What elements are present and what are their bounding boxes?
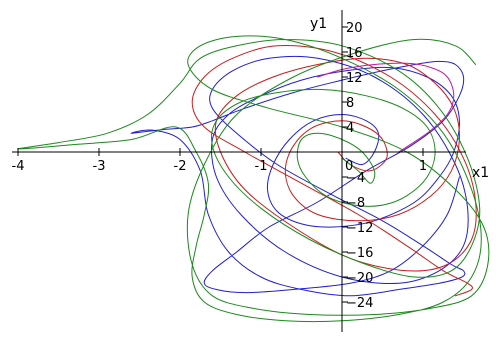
x-tick-label: 0 <box>345 159 353 174</box>
x-ticks: -4 -3 -2 -1 0 1 <box>12 148 427 174</box>
y-tick-label: −24 <box>346 296 373 311</box>
y-tick-label: −4 <box>346 171 365 186</box>
y-axis-label: y1 <box>310 16 327 32</box>
y-tick-label: −12 <box>346 221 373 236</box>
trajectory-line-2 <box>17 35 490 323</box>
trajectory-line-3 <box>317 62 455 153</box>
trajectory-line-0 <box>130 55 469 297</box>
y-tick-label: 20 <box>346 21 363 36</box>
x-tick-label: -3 <box>93 159 106 174</box>
x-tick-label: -2 <box>174 159 187 174</box>
y-ticks: 20 16 12 8 4 −4 −8 −12 −16 −20 −24 <box>342 21 373 311</box>
x-axis-label: x1 <box>472 165 489 181</box>
y-tick-label: −16 <box>346 246 373 261</box>
trajectory-layer <box>17 35 490 323</box>
y-tick-label: 4 <box>346 121 354 136</box>
trajectory-line-1 <box>191 45 477 297</box>
x-tick-label: -1 <box>255 159 268 174</box>
y-tick-label: 8 <box>346 96 354 111</box>
y-tick-label: 16 <box>346 46 363 61</box>
x-tick-label: -4 <box>12 159 25 174</box>
y-tick-label: −8 <box>346 196 365 211</box>
x-tick-label: 1 <box>419 159 427 174</box>
y-tick-label: −20 <box>346 271 373 286</box>
y-tick-label: 12 <box>346 71 363 86</box>
axes <box>12 10 466 332</box>
